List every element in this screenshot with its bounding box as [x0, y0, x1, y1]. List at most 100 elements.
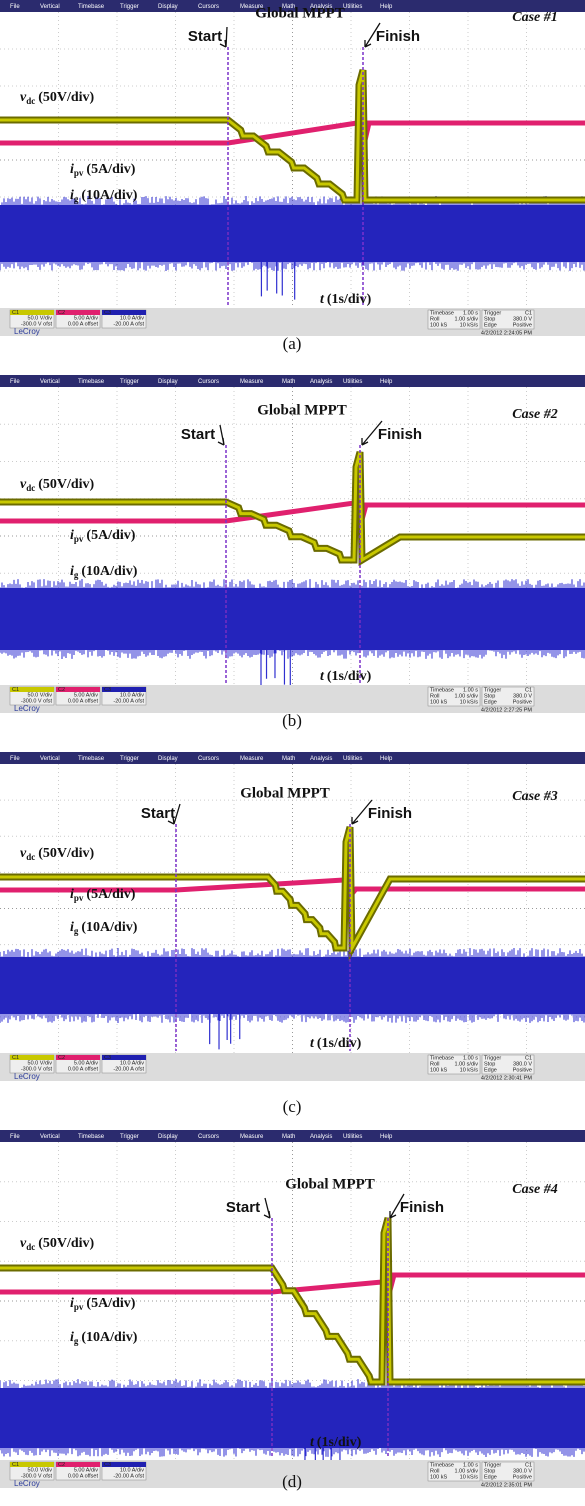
trace-scale: (10A/div): [81, 920, 137, 935]
trace-subscript: g: [74, 194, 79, 204]
menu-item: Cursors: [198, 1134, 219, 1140]
global-mppt-label: Global MPPT: [285, 1176, 375, 1192]
timestamp: 4/2/2012 2:24:05 PM: [481, 330, 532, 336]
start-label: Start: [181, 426, 215, 443]
menu-item: Trigger: [120, 379, 139, 385]
finish-label: Finish: [368, 805, 412, 822]
menu-item: Cursors: [198, 756, 219, 762]
trace-subscript: g: [74, 570, 79, 580]
trigger-value: Positive: [513, 1067, 532, 1073]
menu-item: Trigger: [120, 756, 139, 762]
trace-label: t(1s/div): [310, 1435, 362, 1450]
channel-name: C1: [12, 1055, 19, 1061]
trace-scale: (5A/div): [86, 528, 135, 543]
menu-item: Analysis: [310, 379, 332, 385]
menu-item: Measure: [240, 379, 264, 385]
channel-setting: -20.00 A ofst: [113, 321, 144, 327]
trace-label: t(1s/div): [320, 292, 372, 307]
case-label: Case #3: [512, 789, 558, 804]
timebase-value: 10 kS/s: [460, 699, 479, 705]
menu-item: Timebase: [78, 379, 105, 385]
trigger-key: Edge: [484, 1067, 497, 1073]
global-mppt-label: Global MPPT: [255, 5, 345, 21]
timebase-value: 10 kS/s: [460, 1474, 479, 1480]
channel-setting: -20.00 A ofst: [113, 698, 144, 704]
trigger-key: Edge: [484, 1474, 497, 1480]
case-label: Case #4: [512, 1182, 558, 1197]
global-mppt-label: Global MPPT: [257, 402, 347, 418]
trace-subscript: dc: [26, 1242, 35, 1252]
timebase-key: 100 kS: [430, 699, 447, 705]
timestamp: 4/2/2012 2:30:41 PM: [481, 1075, 532, 1081]
channel-name: C3: [104, 1462, 111, 1468]
menu-item: Cursors: [198, 4, 219, 10]
menu-item: Trigger: [120, 1134, 139, 1140]
brand: LeCroy: [14, 1072, 40, 1081]
menu-item: Utilities: [343, 1134, 362, 1140]
trace-subscript: g: [74, 1336, 79, 1346]
figure: File Vertical Timebase Trigger Display Cursor…: [0, 0, 585, 1506]
channel-name: C3: [104, 310, 111, 316]
menu-item: Analysis: [310, 756, 332, 762]
brand: LeCroy: [14, 704, 40, 713]
scope-panel: FileVerticalTimebaseTriggerDisplayCursor…: [0, 1130, 585, 1488]
channel-name: C2: [58, 1462, 65, 1468]
trigger-value: Positive: [513, 1474, 532, 1480]
trace-scale: (50V/div): [38, 846, 94, 861]
trigger-value: Positive: [513, 322, 532, 328]
channel-name: C1: [12, 687, 19, 693]
channel-name: C2: [58, 687, 65, 693]
menu-item: Timebase: [78, 4, 105, 10]
trace-scale: (50V/div): [38, 477, 94, 492]
menu-item: Math: [282, 756, 295, 762]
channel-setting: 0.00 A offset: [68, 321, 99, 327]
trace-scale: (10A/div): [81, 1330, 137, 1345]
brand: LeCroy: [14, 327, 40, 336]
menu-item: Timebase: [78, 756, 105, 762]
trace-subscript: g: [74, 926, 79, 936]
timebase-key: 100 kS: [430, 1474, 447, 1480]
trace-subscript: pv: [74, 168, 84, 178]
trigger-key: Edge: [484, 699, 497, 705]
caption: (a): [283, 334, 302, 353]
brand: LeCroy: [14, 1479, 40, 1488]
menu-item: Display: [158, 4, 178, 10]
finish-label: Finish: [376, 28, 420, 45]
menu-item: File: [10, 4, 20, 10]
trace-subscript: dc: [26, 852, 35, 862]
trace-scale: (5A/div): [86, 887, 135, 902]
trace-scale: (1s/div): [327, 669, 372, 684]
menu-item: File: [10, 379, 20, 385]
trace-scale: (5A/div): [86, 1296, 135, 1311]
menu-item: Vertical: [40, 756, 60, 762]
scope-panel: FileVerticalTimebaseTriggerDisplayCursor…: [0, 375, 585, 713]
finish-label: Finish: [400, 1199, 444, 1216]
trace-scale: (1s/div): [317, 1036, 362, 1051]
trace-label: t(1s/div): [310, 1036, 362, 1051]
trace-scale: (50V/div): [38, 90, 94, 105]
timebase-value: 10 kS/s: [460, 1067, 479, 1073]
trace-subscript: pv: [74, 893, 84, 903]
trace-scale: (1s/div): [327, 292, 372, 307]
trace-scale: (50V/div): [38, 1236, 94, 1251]
caption: (d): [282, 1472, 302, 1491]
menu-item: Help: [380, 1134, 393, 1140]
menu-item: Vertical: [40, 4, 60, 10]
menu-item: Help: [380, 756, 393, 762]
menu-item: Trigger: [120, 4, 139, 10]
timebase-value: 10 kS/s: [460, 322, 479, 328]
menu-item: Measure: [240, 756, 264, 762]
channel-setting: 0.00 A offset: [68, 698, 99, 704]
timestamp: 4/2/2012 2:27:25 PM: [481, 707, 532, 713]
trace-scale: (5A/div): [86, 162, 135, 177]
trace-label: t(1s/div): [320, 669, 372, 684]
ig-noise: [0, 579, 584, 659]
case-label: Case #1: [512, 10, 558, 25]
ig-noise: [0, 196, 584, 271]
channel-name: C1: [12, 1462, 19, 1468]
menu-item: Help: [380, 4, 393, 10]
menu-item: Vertical: [40, 379, 60, 385]
menu-item: Cursors: [198, 379, 219, 385]
caption: (c): [283, 1097, 302, 1116]
